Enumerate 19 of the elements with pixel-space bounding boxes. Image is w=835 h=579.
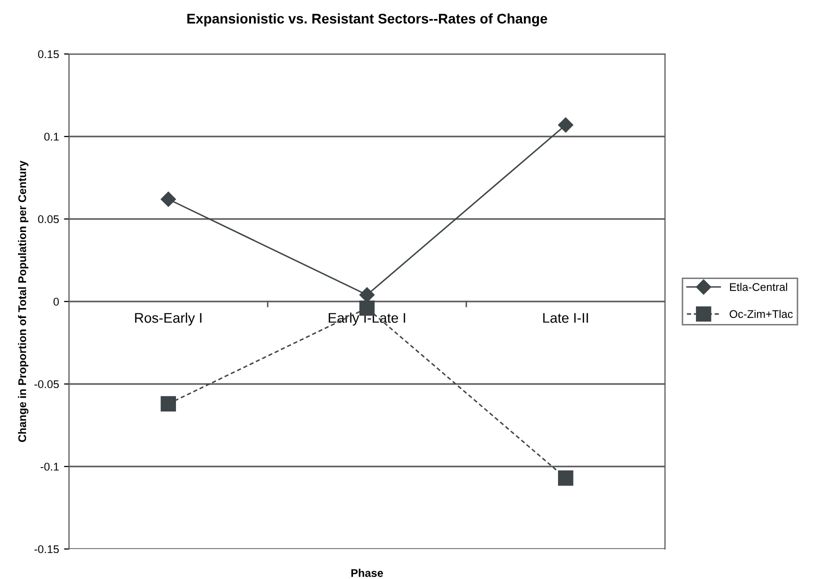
point (359, 287, 375, 302)
x-tick-label: Late I-II (543, 313, 588, 323)
y-tick-label: -0.05 (34, 380, 59, 388)
y-tick-label: -0.1 (40, 462, 59, 471)
y-tick-label: 0.15 (38, 50, 59, 58)
y-tick-label: 0 (54, 298, 59, 306)
chart-title: Expansionistic vs. Resistant Sectors--Rates of Change (187, 13, 548, 26)
y-tick-label: 0.05 (38, 215, 59, 224)
x-tick-label: Ros-Early I (135, 312, 202, 326)
y-tick-label: 0.1 (44, 132, 59, 141)
legend-label: Oc-Zim+Tlac (730, 310, 793, 318)
y-axis-title: Change in Proportion of Total Population per Century (18, 160, 28, 442)
point (558, 470, 574, 486)
point (160, 192, 176, 207)
point (160, 396, 176, 412)
y-tick-label: -0.15 (34, 545, 59, 554)
x-axis-title: Phase (351, 568, 383, 577)
legend-label: Etla-Central (730, 282, 788, 291)
point (558, 117, 574, 133)
